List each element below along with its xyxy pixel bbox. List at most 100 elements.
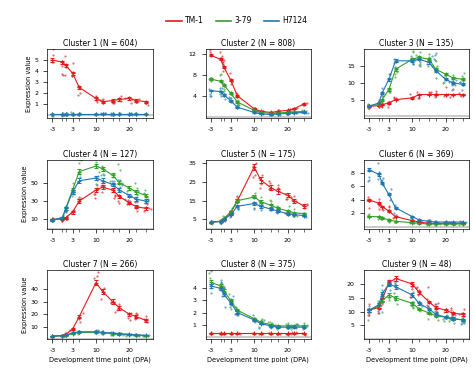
Point xyxy=(300,325,308,331)
Point xyxy=(48,218,56,224)
Point xyxy=(300,331,308,337)
Point xyxy=(283,210,290,216)
Point xyxy=(392,71,399,77)
Point xyxy=(206,91,214,97)
Point xyxy=(61,330,68,336)
Point xyxy=(365,101,372,107)
Point xyxy=(441,317,448,323)
Point xyxy=(443,221,451,227)
Point xyxy=(379,293,386,299)
Point xyxy=(59,72,67,78)
Point xyxy=(227,89,235,95)
Point xyxy=(252,106,259,112)
Point xyxy=(76,330,83,336)
Point xyxy=(234,308,241,314)
Point xyxy=(132,310,139,316)
Point xyxy=(456,90,463,96)
Point xyxy=(365,307,373,313)
Point xyxy=(385,89,393,95)
Point xyxy=(266,181,273,187)
Point xyxy=(75,329,83,335)
Point xyxy=(207,43,215,49)
Point xyxy=(449,311,457,317)
Point xyxy=(408,215,415,221)
Point xyxy=(59,112,66,118)
Point xyxy=(300,324,308,330)
Point xyxy=(134,111,141,117)
Point xyxy=(126,185,133,191)
Point xyxy=(416,218,424,224)
Point xyxy=(433,220,441,226)
Point xyxy=(416,301,423,307)
Point xyxy=(375,303,383,309)
Point xyxy=(62,111,70,117)
Point xyxy=(98,296,105,302)
Point xyxy=(409,303,416,310)
Point xyxy=(301,211,308,217)
Point xyxy=(385,278,392,284)
Point xyxy=(460,307,468,313)
Point xyxy=(59,110,67,116)
Point xyxy=(116,96,123,102)
Point xyxy=(70,208,77,214)
Point xyxy=(110,299,118,305)
Point xyxy=(98,172,105,178)
Point xyxy=(220,216,228,222)
Point xyxy=(70,331,78,337)
Point xyxy=(70,188,77,194)
Point xyxy=(255,325,263,331)
Point xyxy=(225,98,233,104)
Point xyxy=(63,332,71,338)
Point xyxy=(233,311,241,317)
Point xyxy=(451,221,459,227)
Point xyxy=(291,212,299,218)
Point xyxy=(299,326,307,332)
Point xyxy=(74,179,82,185)
Point xyxy=(391,295,398,301)
Point xyxy=(442,72,449,78)
Point xyxy=(424,218,431,224)
Point xyxy=(217,287,225,293)
Point xyxy=(110,329,118,336)
Point xyxy=(111,181,118,187)
Point xyxy=(221,216,228,222)
Point xyxy=(432,305,440,311)
Point xyxy=(259,108,266,114)
Point xyxy=(220,217,228,223)
Point xyxy=(48,111,56,117)
Point xyxy=(442,307,450,313)
Point xyxy=(386,99,393,105)
Point xyxy=(426,221,434,227)
Point xyxy=(144,196,152,202)
Point xyxy=(299,213,307,219)
Point xyxy=(423,296,431,302)
Point xyxy=(253,109,260,115)
Point xyxy=(386,281,393,287)
Point xyxy=(392,212,400,218)
Point xyxy=(218,281,226,287)
Point xyxy=(233,91,241,97)
Point xyxy=(127,111,134,117)
Point xyxy=(444,312,451,318)
Point xyxy=(409,219,416,225)
Point xyxy=(260,110,267,116)
Point xyxy=(215,286,223,292)
Point xyxy=(234,101,242,107)
Point xyxy=(219,288,227,294)
Point xyxy=(75,111,83,117)
Point xyxy=(288,325,295,331)
Point xyxy=(365,310,373,316)
Point xyxy=(48,110,56,116)
Point xyxy=(293,322,301,328)
Point xyxy=(267,109,274,115)
Point xyxy=(131,111,138,117)
Point xyxy=(378,100,386,106)
Point xyxy=(227,70,234,76)
Point xyxy=(70,191,78,197)
Point xyxy=(58,213,66,219)
Point xyxy=(424,284,432,290)
Point xyxy=(440,92,448,98)
Point xyxy=(126,332,134,338)
Point xyxy=(100,172,108,178)
Point xyxy=(146,332,153,338)
